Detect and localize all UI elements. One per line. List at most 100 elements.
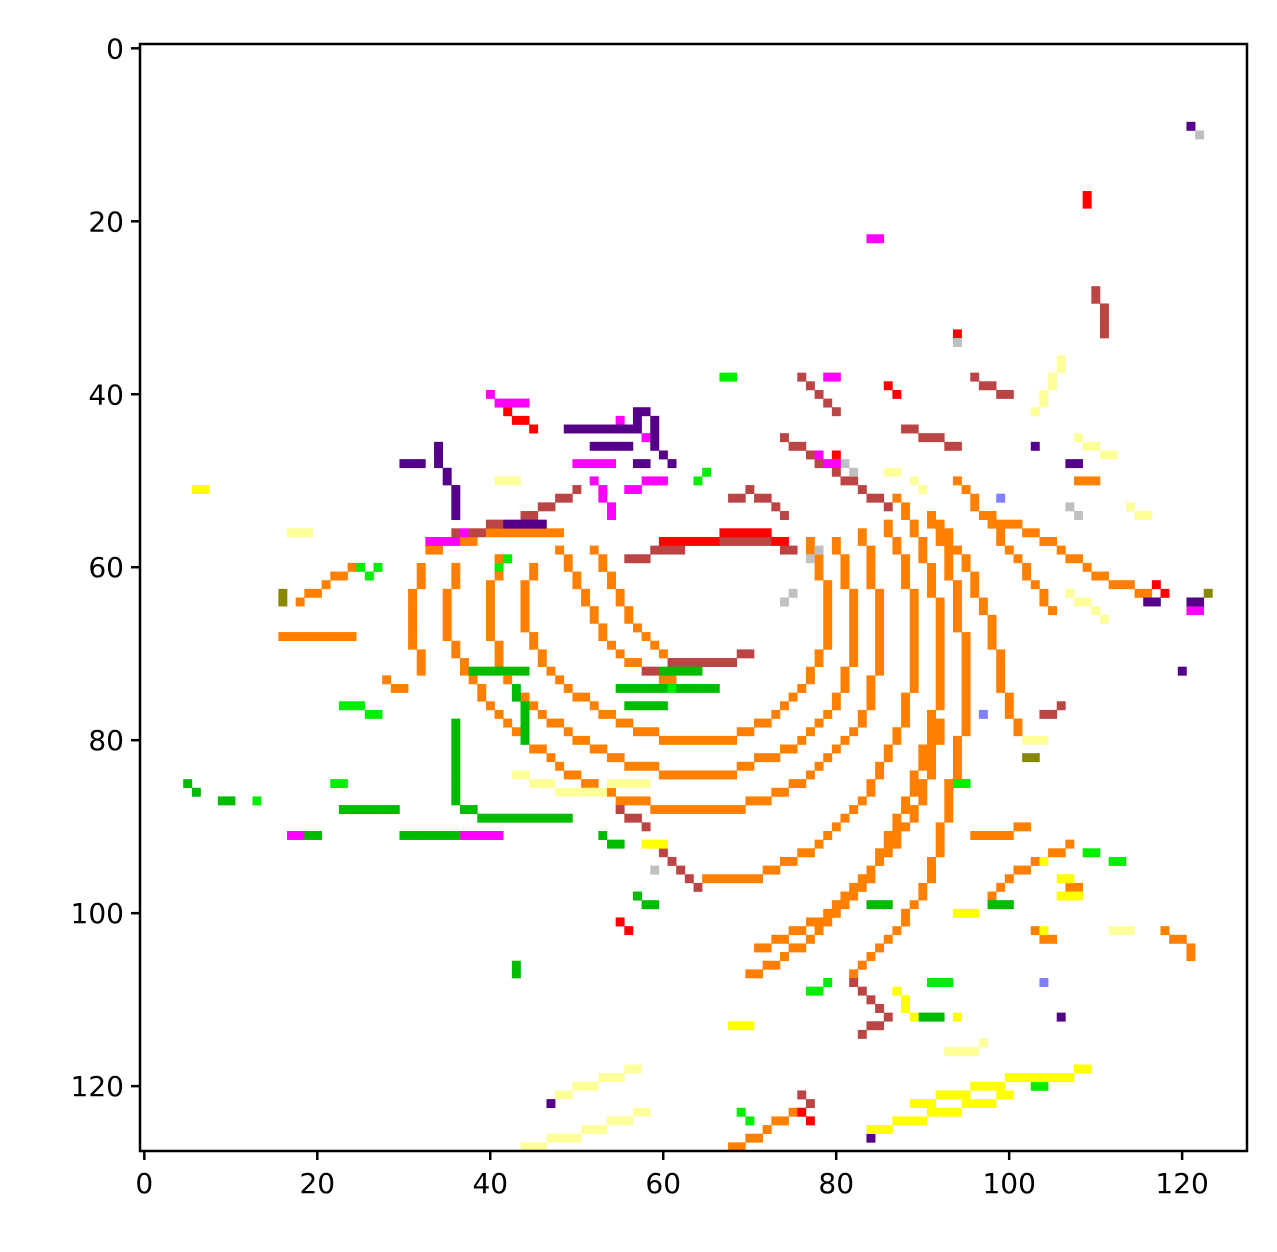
heatmap-cell: [624, 424, 634, 434]
heatmap-cell: [434, 831, 443, 840]
heatmap-cell: [918, 779, 928, 789]
heatmap-cell: [849, 978, 859, 987]
heatmap-cell: [987, 640, 997, 650]
heatmap-cell: [658, 735, 668, 745]
heatmap-cell: [520, 1142, 530, 1152]
heatmap-cell: [901, 718, 911, 728]
heatmap-cell: [935, 692, 945, 702]
heatmap-cell: [823, 978, 833, 987]
heatmap-cell: [598, 441, 608, 451]
heatmap-cell: [1099, 614, 1109, 624]
heatmap-cell: [970, 1047, 980, 1057]
heatmap-cell: [702, 770, 712, 780]
heatmap-cell: [676, 735, 686, 745]
heatmap-cell: [408, 588, 418, 598]
heatmap-cell: [408, 640, 418, 650]
heatmap-cell: [702, 874, 712, 884]
heatmap-cell: [805, 450, 815, 460]
heatmap-cell: [909, 658, 919, 667]
heatmap-cell: [779, 511, 789, 520]
heatmap-cell: [935, 831, 945, 840]
heatmap-cell: [520, 597, 530, 607]
heatmap-cell: [909, 649, 919, 659]
heatmap-cell: [901, 580, 911, 590]
heatmap-cell: [978, 831, 988, 840]
heatmap-cell: [494, 666, 504, 676]
heatmap-cell: [754, 753, 763, 763]
heatmap-cell: [520, 735, 530, 745]
heatmap-cell: [927, 770, 936, 780]
heatmap-cell: [537, 649, 547, 659]
heatmap-cell: [581, 597, 591, 607]
heatmap-cell: [451, 536, 461, 546]
heatmap-cell: [797, 848, 807, 858]
heatmap-cell: [693, 536, 703, 546]
heatmap-cell: [632, 727, 642, 737]
heatmap-cell: [909, 632, 919, 642]
heatmap-cell: [537, 502, 547, 512]
heatmap-cell: [762, 753, 772, 763]
heatmap-cell: [693, 658, 703, 667]
heatmap-cell: [1065, 839, 1075, 849]
heatmap-cell: [624, 718, 634, 728]
heatmap-cell: [511, 770, 521, 780]
heatmap-cell: [892, 822, 902, 832]
heatmap-cell: [875, 943, 885, 953]
heatmap-cell: [728, 874, 738, 884]
heatmap-cell: [788, 441, 798, 451]
heatmap-cell: [451, 485, 461, 495]
heatmap-cell: [823, 580, 833, 590]
heatmap-cell: [451, 779, 461, 789]
heatmap-cell: [831, 450, 841, 460]
heatmap-cell: [650, 761, 660, 771]
heatmap-cell: [615, 1116, 625, 1126]
heatmap-cell: [961, 562, 971, 572]
heatmap-cell: [555, 1133, 565, 1143]
heatmap-cell: [978, 1038, 988, 1048]
heatmap-cell: [771, 1116, 781, 1126]
heatmap-cell: [814, 917, 824, 927]
heatmap-cell: [641, 796, 651, 806]
heatmap-cell: [797, 926, 807, 936]
heatmap-cell: [632, 701, 642, 711]
heatmap-cell: [961, 718, 971, 728]
heatmap-cell: [935, 683, 945, 693]
heatmap-cell: [909, 683, 919, 693]
heatmap-cell: [849, 727, 859, 737]
heatmap-cell: [987, 614, 997, 624]
heatmap-cell: [909, 588, 919, 598]
heatmap-cell: [1091, 476, 1101, 486]
heatmap-cell: [875, 761, 885, 771]
heatmap-cell: [927, 562, 936, 572]
heatmap-cell: [935, 597, 945, 607]
heatmap-cell: [918, 761, 928, 771]
heatmap-cell: [416, 649, 426, 659]
heatmap-cell: [857, 718, 867, 728]
heatmap-cell: [987, 623, 997, 633]
heatmap-cell: [589, 545, 599, 555]
heatmap-cell: [1074, 882, 1083, 892]
heatmap-cell: [849, 805, 859, 815]
heatmap-cell: [451, 580, 461, 590]
heatmap-cell: [771, 787, 781, 797]
heatmap-cell: [779, 744, 789, 754]
heatmap-cell: [952, 338, 962, 347]
heatmap-cell: [996, 528, 1006, 538]
heatmap-cell: [511, 683, 521, 693]
heatmap-cell: [632, 415, 642, 425]
heatmap-cell: [814, 389, 824, 399]
heatmap-cell: [572, 580, 582, 590]
heatmap-cell: [875, 597, 885, 607]
heatmap-cell: [667, 666, 677, 676]
heatmap-cell: [710, 683, 720, 693]
heatmap-cell: [797, 735, 807, 745]
heatmap-cell: [805, 536, 815, 546]
heatmap-cell: [918, 1099, 928, 1109]
heatmap-cell: [952, 908, 962, 918]
heatmap-cell: [632, 424, 642, 434]
heatmap-cell: [952, 623, 962, 633]
heatmap-cell: [857, 536, 867, 546]
heatmap-cell: [1082, 441, 1092, 451]
heatmap-cell: [797, 1107, 807, 1117]
heatmap-cell: [598, 623, 608, 633]
